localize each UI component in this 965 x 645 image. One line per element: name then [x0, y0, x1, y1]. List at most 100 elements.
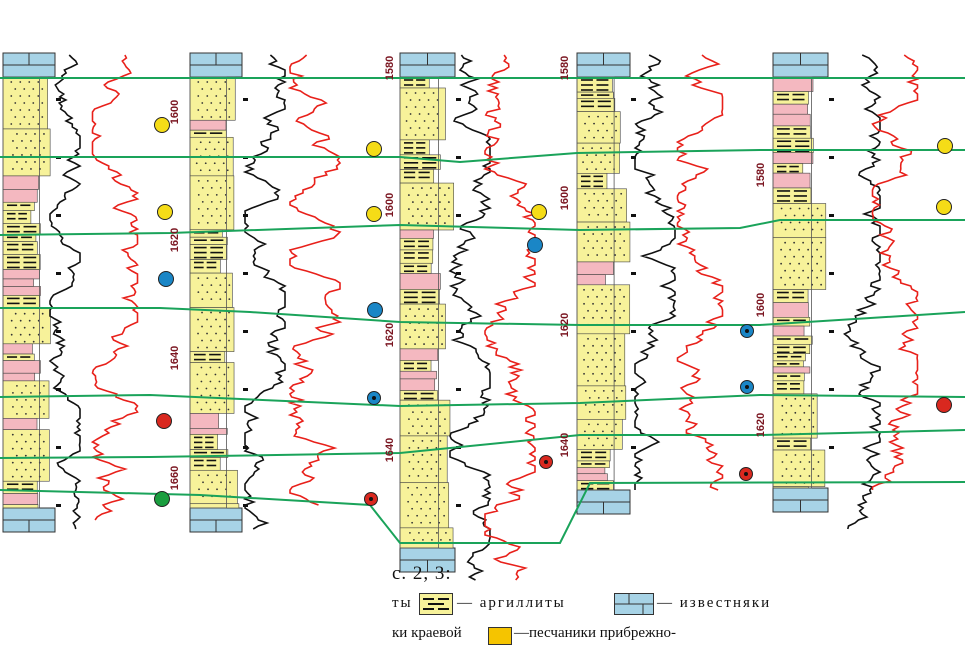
sand-dot — [42, 440, 45, 443]
sand-dot — [206, 193, 209, 196]
sand-dot — [820, 214, 823, 217]
sand-dot — [19, 95, 22, 97]
sand-dot — [23, 88, 26, 90]
sand-layer — [399, 527, 454, 549]
sand-dot — [614, 309, 616, 312]
sand-dot — [588, 199, 591, 202]
sand-dot — [407, 208, 410, 210]
sand-dot — [228, 284, 231, 286]
sand-dot — [584, 206, 587, 209]
sand-dot — [794, 411, 797, 414]
sand-dot — [427, 99, 430, 101]
sand-dot — [414, 315, 416, 317]
sand-dot — [197, 332, 199, 335]
sand-dot — [623, 254, 626, 256]
sand-dot — [434, 208, 437, 210]
sand-dot — [430, 440, 433, 442]
sand-dot — [409, 336, 411, 338]
sand-dot — [30, 140, 32, 142]
sand-dot — [33, 454, 36, 457]
sand-dot — [216, 474, 218, 477]
sand-dot — [444, 432, 446, 435]
depth-tick — [456, 272, 461, 275]
sand-dot — [780, 262, 783, 265]
sand-dot — [435, 432, 437, 435]
sand-dot — [25, 384, 27, 387]
sand-dot — [411, 521, 414, 524]
sand-dot — [210, 325, 212, 328]
sand-dot — [218, 394, 221, 397]
sand-dot — [201, 200, 204, 203]
sand-dot — [423, 92, 426, 94]
sand-dot — [427, 336, 429, 338]
pink-layer — [2, 269, 40, 280]
sand-dot — [583, 288, 585, 291]
sand-dot — [409, 113, 412, 115]
sand-dot — [785, 411, 788, 414]
sand-dot — [224, 346, 226, 349]
sand-dot — [784, 283, 787, 286]
sand-dot — [816, 276, 819, 279]
sand-dot — [784, 269, 787, 272]
pink-layer — [399, 378, 436, 391]
legend-row1-partial: ты — [392, 595, 413, 611]
sand-dot — [416, 208, 419, 210]
marker-blue — [527, 237, 543, 253]
marker-center-dot — [745, 329, 749, 333]
pink-layer — [772, 302, 809, 318]
sand-dot — [196, 373, 199, 376]
sand-dot — [411, 215, 414, 217]
sand-dot — [41, 326, 44, 329]
depth-tick — [243, 446, 248, 449]
sand-dot — [224, 291, 227, 293]
marker-green — [154, 491, 170, 507]
sand-dot — [19, 123, 22, 125]
sand-dot — [794, 397, 797, 400]
sand-dot — [807, 207, 810, 210]
sand-dot — [793, 214, 796, 217]
log-curve — [675, 54, 725, 491]
sand-dot — [593, 403, 596, 406]
sand-dot — [793, 283, 796, 286]
sand-dot — [412, 468, 415, 470]
sand-dot — [30, 405, 32, 408]
sand-dot — [817, 461, 820, 463]
sand-dot — [219, 298, 222, 300]
sand-dot — [200, 408, 203, 411]
sand-dot — [423, 343, 425, 345]
marker-red — [936, 397, 952, 413]
sand-dot — [228, 88, 231, 90]
lithology-columns — [2, 52, 834, 573]
sand-dot — [602, 430, 604, 433]
sand-dot — [228, 116, 231, 118]
sand-dot — [421, 468, 424, 470]
sand-dot — [407, 486, 410, 489]
sand-dot — [210, 200, 213, 203]
lithology-column — [772, 52, 834, 513]
sand-dot — [34, 412, 36, 415]
sand-dot — [600, 147, 602, 150]
sand-dot — [11, 433, 14, 436]
sand-dot — [43, 398, 45, 401]
sand-dot — [605, 337, 607, 340]
sand-dot — [219, 116, 222, 118]
sand-dot — [29, 433, 32, 436]
depth-label: 1620 — [559, 313, 571, 337]
sand-dot — [812, 468, 815, 470]
sand-dot — [208, 141, 211, 144]
pink-layer — [399, 273, 441, 290]
depth-tick — [456, 98, 461, 101]
sand-dot — [11, 461, 14, 464]
sand-dot — [443, 500, 446, 503]
sand-dot — [215, 221, 218, 224]
sand-dot — [418, 531, 420, 534]
sand-dot — [222, 148, 225, 151]
sand-dot — [593, 192, 596, 195]
sand-dot — [610, 288, 612, 291]
sand-dot — [432, 343, 434, 345]
sand-dot — [441, 315, 443, 317]
sand-dot — [414, 120, 417, 122]
sand-dot — [601, 316, 603, 319]
sand-dot — [198, 474, 200, 477]
sand-dot — [431, 538, 433, 541]
